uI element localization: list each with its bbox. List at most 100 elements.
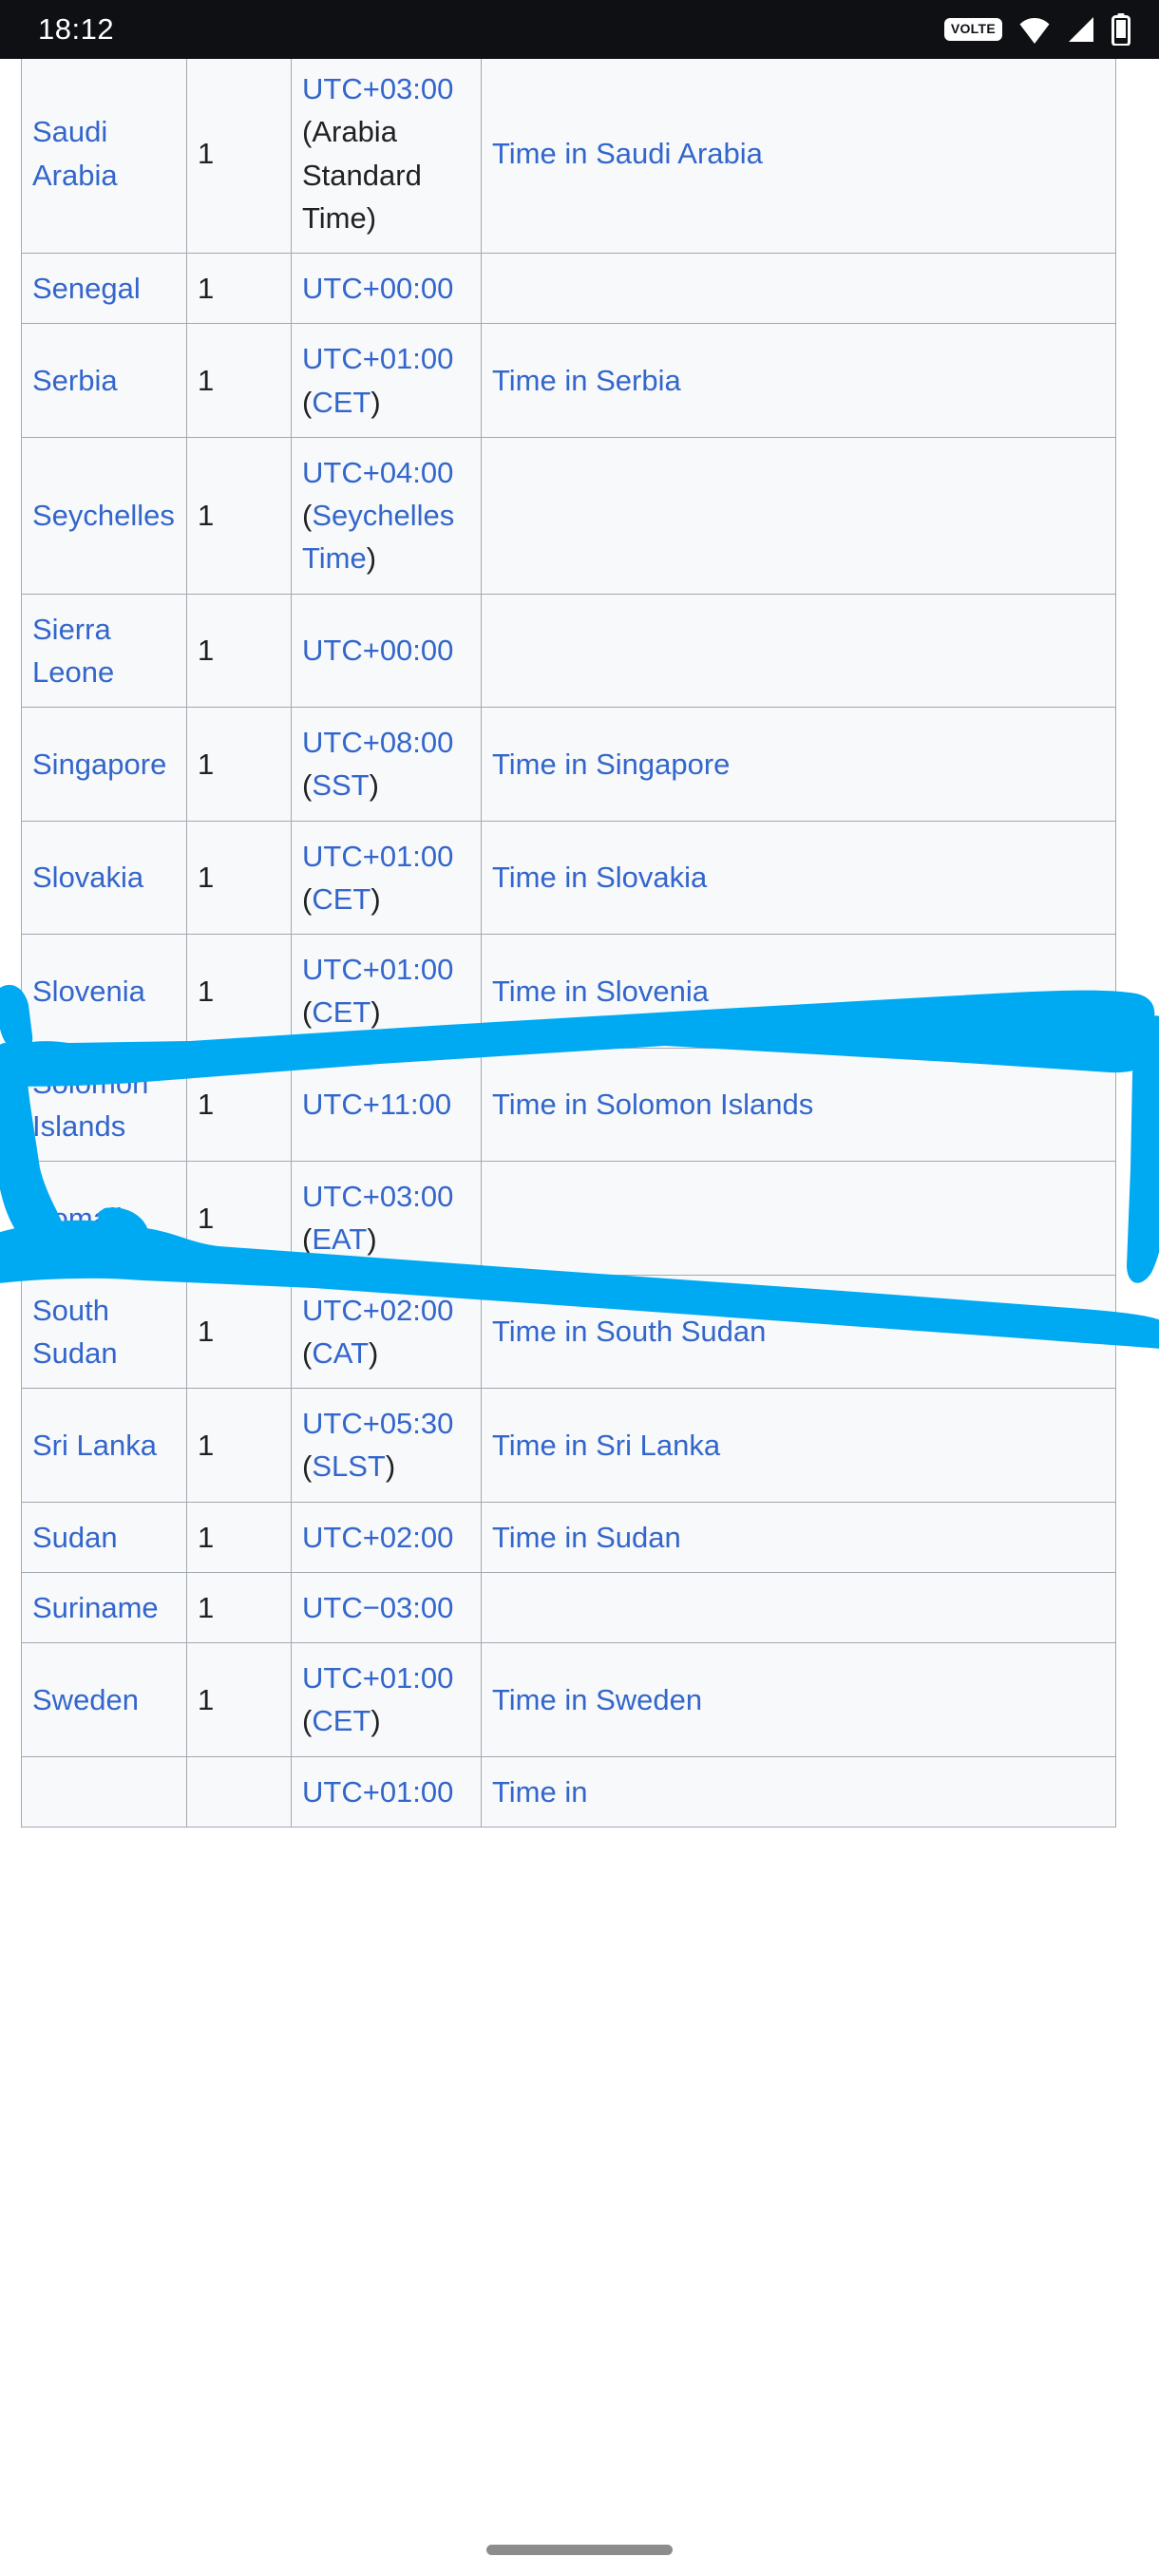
- country-link[interactable]: Sierra Leone: [32, 612, 115, 689]
- timezone-abbreviation[interactable]: CET: [312, 995, 371, 1030]
- utc-offset-link[interactable]: UTC+05:30: [302, 1407, 454, 1440]
- utc-offset-link[interactable]: UTC+08:00: [302, 726, 454, 759]
- timezone-abbreviation[interactable]: SST: [312, 768, 370, 803]
- time-in-country-link[interactable]: Time in: [492, 1774, 588, 1809]
- wifi-icon: [1019, 18, 1050, 44]
- country-link[interactable]: Sudan: [32, 1520, 118, 1554]
- country-link[interactable]: Solomon Islands: [32, 1066, 149, 1143]
- close-paren: ): [370, 385, 381, 419]
- utc-offset-link[interactable]: UTC+01:00: [302, 1661, 454, 1695]
- cell-country: Singapore: [21, 707, 187, 822]
- timezone-abbreviation[interactable]: CAT: [312, 1335, 370, 1370]
- time-in-country-link[interactable]: Time in Sweden: [492, 1682, 703, 1716]
- table-row: Sudan 1 UTC+02:00 Time in Sudan: [21, 1501, 1116, 1573]
- time-in-country-link[interactable]: Time in Serbia: [492, 363, 681, 397]
- country-link[interactable]: Slovakia: [32, 861, 144, 895]
- utc-offset-link[interactable]: UTC+00:00: [302, 634, 454, 668]
- country-link[interactable]: Singapore: [32, 747, 167, 781]
- cell-utc-offset: UTC+01:00 (CET): [291, 820, 482, 935]
- cell-time-link: Time in Serbia: [481, 323, 1116, 438]
- cell-time-link: Time in Singapore: [481, 707, 1116, 822]
- cell-time-link: [481, 436, 1116, 595]
- home-indicator[interactable]: [486, 2545, 673, 2555]
- country-link[interactable]: Senegal: [32, 272, 141, 305]
- time-in-country-link[interactable]: Time in Sri Lanka: [492, 1428, 721, 1462]
- utc-offset-link[interactable]: UTC+01:00: [302, 1774, 454, 1809]
- timezone-abbreviation[interactable]: EAT: [312, 1222, 368, 1257]
- article-scroll-area[interactable]: Saudi Arabia 1 UTC+03:00 (Arabia Standard …: [0, 59, 1159, 2576]
- open-paren: (: [302, 1704, 313, 1738]
- timezone-abbreviation[interactable]: CET: [312, 881, 371, 916]
- cell-time-link: Time in Slovakia: [481, 820, 1116, 935]
- table-row: Saudi Arabia 1 UTC+03:00 (Arabia Standard …: [21, 59, 1116, 254]
- time-in-country-link[interactable]: Time in South Sudan: [492, 1315, 767, 1349]
- cell-country: Sudan: [21, 1501, 187, 1573]
- cell-utc-offset: UTC+05:30 (SLST): [291, 1388, 482, 1503]
- utc-offset-link[interactable]: UTC−03:00: [302, 1590, 454, 1624]
- timezone-abbreviation[interactable]: CET: [312, 385, 371, 419]
- open-paren: (: [302, 995, 313, 1030]
- country-link[interactable]: Suriname: [32, 1590, 159, 1624]
- cell-utc-offset: UTC+03:00 (Arabia Standard Time): [291, 59, 482, 254]
- country-link[interactable]: Sri Lanka: [32, 1428, 157, 1462]
- table-row: Slovakia 1 UTC+01:00 (CET) Time in Slovakia: [21, 820, 1116, 935]
- timezone-abbreviation[interactable]: Seychelles Time: [302, 499, 455, 576]
- volte-badge-icon: VOLTE: [943, 18, 1002, 41]
- utc-offset-link[interactable]: UTC+01:00: [302, 839, 454, 873]
- cell-country: Suriname: [21, 1571, 187, 1644]
- cell-utc-offset: UTC+02:00: [291, 1501, 482, 1573]
- country-link[interactable]: Sweden: [32, 1682, 140, 1716]
- table-row: Sri Lanka 1 UTC+05:30 (SLST) Time in Sri La…: [21, 1388, 1116, 1503]
- country-link[interactable]: Slovenia: [32, 974, 145, 1008]
- cell-time-link: [481, 252, 1116, 325]
- table-row: Sierra Leone 1 UTC+00:00: [21, 593, 1116, 708]
- utc-offset-link[interactable]: UTC+03:00: [302, 1180, 454, 1213]
- cell-utc-offset: UTC+03:00 (EAT): [291, 1161, 482, 1276]
- cell-country: Solomon Islands: [21, 1047, 187, 1162]
- country-link[interactable]: Somalia: [32, 1201, 139, 1235]
- country-link[interactable]: Serbia: [32, 363, 118, 397]
- cell-time-link: [481, 1571, 1116, 1644]
- cell-country: Serbia: [21, 323, 187, 438]
- table-row: Slovenia 1 UTC+01:00 (CET) Time in Slovenia: [21, 934, 1116, 1049]
- close-paren: ): [367, 1222, 377, 1257]
- time-in-country-link[interactable]: Time in Singapore: [492, 747, 731, 781]
- country-link[interactable]: Seychelles: [32, 499, 175, 532]
- utc-offset-link[interactable]: UTC+01:00: [302, 953, 454, 986]
- cell-time-link: Time in Sri Lanka: [481, 1388, 1116, 1503]
- utc-offset-link[interactable]: UTC+02:00: [302, 1293, 454, 1327]
- utc-offset-link[interactable]: UTC+00:00: [302, 272, 454, 305]
- utc-offset-link[interactable]: UTC+03:00: [302, 72, 454, 105]
- cell-count: 1: [186, 323, 292, 438]
- country-link[interactable]: South Sudan: [32, 1293, 118, 1370]
- utc-offset-link[interactable]: UTC+02:00: [302, 1520, 454, 1554]
- time-in-country-link[interactable]: Time in Solomon Islands: [492, 1088, 814, 1122]
- open-paren: (: [302, 499, 313, 532]
- cell-count: 1: [186, 1274, 292, 1389]
- utc-offset-link[interactable]: UTC+04:00: [302, 455, 454, 489]
- table-row: Suriname 1 UTC−03:00: [21, 1571, 1116, 1644]
- timezone-table-body: Saudi Arabia 1 UTC+03:00 (Arabia Standard …: [21, 59, 1116, 1828]
- country-link[interactable]: Saudi Arabia: [32, 115, 118, 192]
- close-paren: ): [369, 768, 379, 803]
- cell-time-link: Time in Sudan: [481, 1501, 1116, 1573]
- time-in-country-link[interactable]: Time in Slovenia: [492, 974, 710, 1008]
- timezone-abbreviation[interactable]: SLST: [312, 1449, 386, 1484]
- cell-count: 1: [186, 1642, 292, 1757]
- time-in-country-link[interactable]: Time in Slovakia: [492, 861, 708, 895]
- utc-offset-link[interactable]: UTC+11:00: [302, 1088, 452, 1122]
- cellular-signal-icon: [1069, 17, 1093, 42]
- cell-utc-offset: UTC+01:00 (CET): [291, 934, 482, 1049]
- cell-count: 1: [186, 1047, 292, 1162]
- time-in-country-link[interactable]: Time in Sudan: [492, 1520, 681, 1554]
- table-row: Serbia 1 UTC+01:00 (CET) Time in Serbia: [21, 323, 1116, 438]
- time-in-country-link[interactable]: Time in Saudi Arabia: [492, 136, 763, 170]
- timezone-table: Saudi Arabia 1 UTC+03:00 (Arabia Standard …: [21, 59, 1116, 1828]
- close-paren: ): [369, 1335, 379, 1370]
- utc-offset-link[interactable]: UTC+01:00: [302, 342, 454, 376]
- timezone-abbreviation[interactable]: CET: [312, 1704, 371, 1738]
- open-paren: (: [302, 1222, 313, 1257]
- battery-icon: [1112, 13, 1130, 46]
- cell-count: 1: [186, 252, 292, 325]
- cell-time-link: Time in: [481, 1755, 1116, 1828]
